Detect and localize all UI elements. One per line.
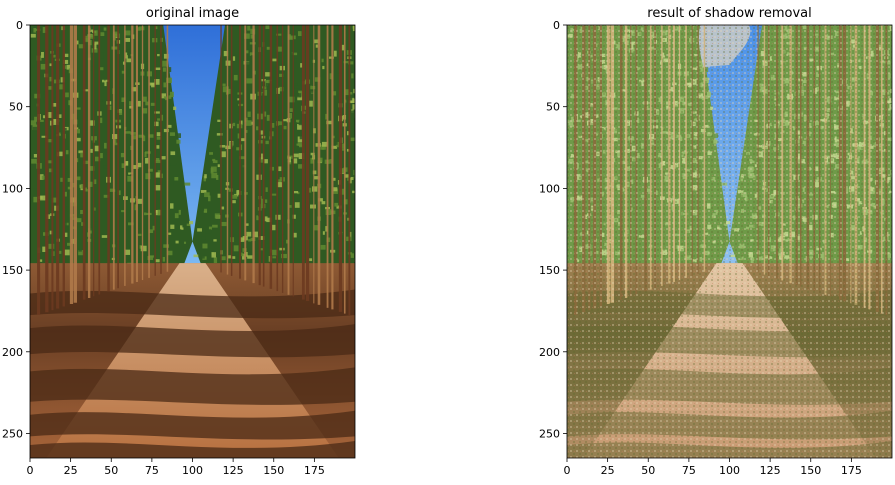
x-tick-label: 100 xyxy=(182,464,203,477)
y-tick-label: 200 xyxy=(2,346,23,359)
y-tick-label: 100 xyxy=(539,182,560,195)
y-tick-label: 0 xyxy=(553,19,560,32)
x-tick-label: 75 xyxy=(145,464,159,477)
x-tick-label: 25 xyxy=(601,464,615,477)
y-tick-label: 50 xyxy=(546,101,560,114)
x-tick-label: 175 xyxy=(304,464,325,477)
y-tick-label: 0 xyxy=(16,19,23,32)
x-tick-label: 50 xyxy=(641,464,655,477)
x-tick-label: 0 xyxy=(27,464,34,477)
y-tick-label: 200 xyxy=(539,346,560,359)
y-tick-label: 250 xyxy=(2,427,23,440)
x-tick-label: 25 xyxy=(64,464,78,477)
panel-result: result of shadow removal 0 25 50 75 100 125 150… xyxy=(539,6,895,477)
x-tick-label: 125 xyxy=(223,464,244,477)
x-tick-label: 150 xyxy=(800,464,821,477)
x-tick-label: 0 xyxy=(564,464,571,477)
forest-photo xyxy=(567,25,895,470)
panel-original: original image 0 25 50 75 100 125 150 175 0 50 100 1… xyxy=(2,6,388,477)
forest-photo xyxy=(30,25,388,470)
y-tick-label: 250 xyxy=(539,427,560,440)
panel-title: original image xyxy=(146,6,239,21)
y-tick-label: 50 xyxy=(9,101,23,114)
x-tick-label: 175 xyxy=(841,464,862,477)
x-tick-label: 150 xyxy=(263,464,284,477)
x-tick-label: 50 xyxy=(104,464,118,477)
panel-title: result of shadow removal xyxy=(647,6,811,21)
x-tick-label: 125 xyxy=(760,464,781,477)
x-tick-label: 75 xyxy=(682,464,696,477)
y-tick-label: 150 xyxy=(539,264,560,277)
y-tick-label: 100 xyxy=(2,182,23,195)
y-tick-label: 150 xyxy=(2,264,23,277)
x-tick-label: 100 xyxy=(719,464,740,477)
